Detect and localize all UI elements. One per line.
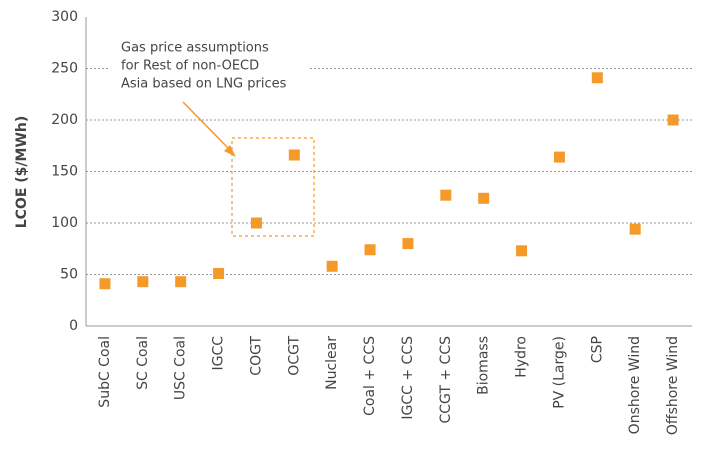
x-tick-label: USC Coal bbox=[173, 336, 189, 400]
x-tick-label: SC Coal bbox=[135, 336, 151, 390]
x-tick-label: Coal + CCS bbox=[362, 336, 378, 416]
marker bbox=[250, 217, 262, 229]
x-tick-label: OCGT bbox=[286, 336, 302, 376]
x-tick-label: COGT bbox=[248, 336, 264, 376]
marker bbox=[667, 114, 679, 126]
x-tick-label: PV (Large) bbox=[551, 336, 567, 409]
arrow bbox=[182, 101, 233, 153]
marker bbox=[288, 149, 300, 161]
marker bbox=[440, 189, 452, 201]
x-tick-label: Hydro bbox=[514, 336, 530, 378]
marker bbox=[137, 276, 149, 288]
marker bbox=[175, 276, 187, 288]
y-tick-label: 300 bbox=[51, 9, 78, 25]
y-tick-label: 50 bbox=[60, 267, 78, 283]
x-tick-label: Onshore Wind bbox=[627, 336, 643, 434]
marker bbox=[213, 267, 225, 279]
x-tick-label: Offshore Wind bbox=[665, 336, 681, 435]
annotation: Gas price assumptions bbox=[121, 41, 269, 56]
marker bbox=[553, 151, 565, 163]
x-tick-label: IGCC + CCS bbox=[400, 336, 416, 420]
x-tick-label: SubC Coal bbox=[97, 336, 113, 408]
annotation: for Rest of non-OECD bbox=[121, 59, 259, 74]
annotation: Asia based on LNG prices bbox=[121, 77, 287, 92]
x-tick-label: CCGT + CCS bbox=[438, 336, 454, 424]
marker bbox=[326, 260, 338, 272]
x-tick-label: CSP bbox=[589, 336, 605, 363]
annotation-bg bbox=[110, 38, 310, 98]
marker bbox=[402, 238, 414, 250]
y-tick-label: 200 bbox=[51, 112, 78, 128]
y-tick-label: 100 bbox=[51, 215, 78, 231]
highlight-box bbox=[231, 137, 315, 237]
marker bbox=[591, 72, 603, 84]
marker bbox=[99, 278, 111, 290]
marker bbox=[516, 245, 528, 257]
arrow-head bbox=[224, 145, 236, 157]
x-tick-label: IGCC bbox=[211, 336, 227, 371]
y-tick-label: 0 bbox=[69, 318, 78, 334]
marker bbox=[364, 244, 376, 256]
y-tick-label: 250 bbox=[51, 61, 78, 77]
x-tick-label: Biomass bbox=[476, 336, 492, 395]
y-tick-label: 150 bbox=[51, 164, 78, 180]
x-tick-label: Nuclear bbox=[324, 336, 340, 390]
y-axis-label: LCOE ($/MWh) bbox=[14, 116, 30, 229]
marker bbox=[478, 192, 490, 204]
marker bbox=[629, 223, 641, 235]
